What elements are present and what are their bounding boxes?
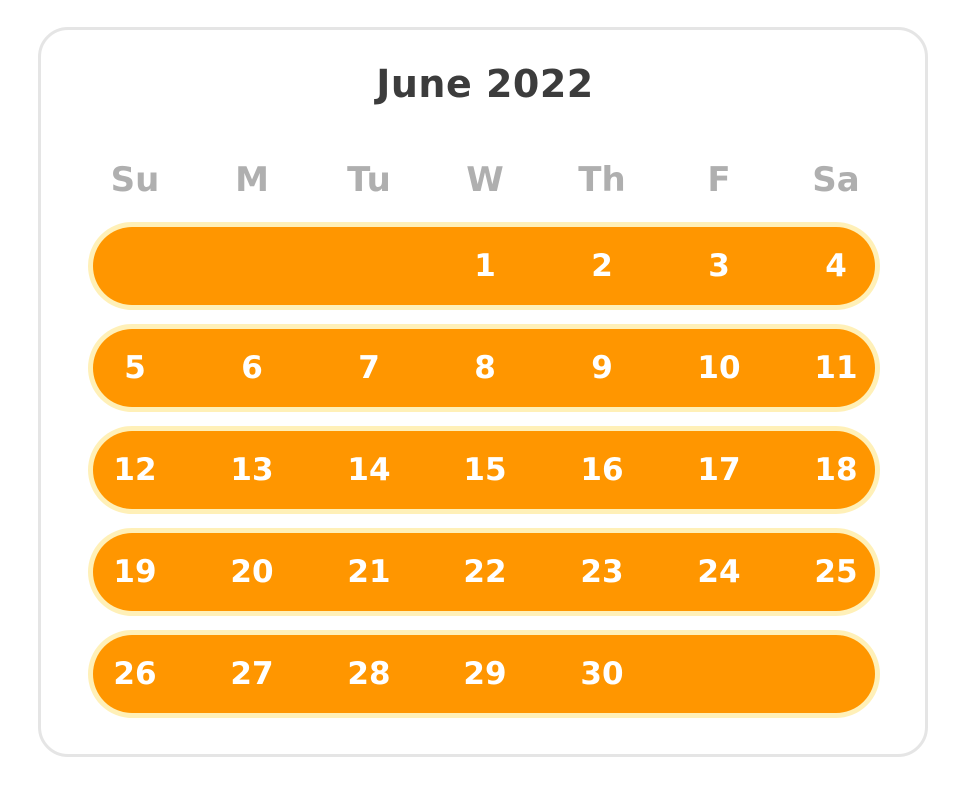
week-row-2: 5 6 7 8 9 10 11 bbox=[88, 324, 880, 412]
weekday-friday: F bbox=[707, 160, 731, 200]
calendar-day[interactable]: 26 bbox=[113, 656, 157, 692]
weekday-saturday: Sa bbox=[812, 160, 860, 200]
weekday-header: Su M Tu W Th F Sa bbox=[75, 150, 895, 210]
month-title: June 2022 bbox=[376, 62, 594, 106]
calendar-day[interactable]: 14 bbox=[347, 452, 391, 488]
week-row-1: 1 2 3 4 bbox=[88, 222, 880, 310]
calendar-day[interactable]: 6 bbox=[241, 350, 263, 386]
calendar-day[interactable]: 22 bbox=[463, 554, 507, 590]
calendar-day[interactable]: 18 bbox=[814, 452, 858, 488]
calendar-day[interactable]: 10 bbox=[697, 350, 741, 386]
calendar-day[interactable]: 4 bbox=[825, 248, 847, 284]
calendar-day[interactable]: 24 bbox=[697, 554, 741, 590]
weekday-monday: M bbox=[235, 160, 269, 200]
calendar-day[interactable]: 1 bbox=[474, 248, 496, 284]
weekday-thursday: Th bbox=[578, 160, 626, 200]
calendar-day[interactable]: 9 bbox=[591, 350, 613, 386]
week-row-4: 19 20 21 22 23 24 25 bbox=[88, 528, 880, 616]
calendar-day[interactable]: 2 bbox=[591, 248, 613, 284]
calendar-day[interactable]: 29 bbox=[463, 656, 507, 692]
calendar-day[interactable]: 15 bbox=[463, 452, 507, 488]
week-row-5: 26 27 28 29 30 bbox=[88, 630, 880, 718]
weekday-wednesday: W bbox=[466, 160, 504, 200]
calendar-day[interactable]: 19 bbox=[113, 554, 157, 590]
calendar-day[interactable]: 21 bbox=[347, 554, 391, 590]
weekday-sunday: Su bbox=[110, 160, 160, 200]
calendar-day[interactable]: 3 bbox=[708, 248, 730, 284]
calendar-day[interactable]: 23 bbox=[580, 554, 624, 590]
calendar-day[interactable]: 11 bbox=[814, 350, 858, 386]
calendar-day[interactable]: 27 bbox=[230, 656, 274, 692]
calendar-day[interactable]: 28 bbox=[347, 656, 391, 692]
calendar-day[interactable]: 20 bbox=[230, 554, 274, 590]
calendar-day[interactable]: 16 bbox=[580, 452, 624, 488]
calendar-day[interactable]: 30 bbox=[580, 656, 624, 692]
calendar-day[interactable]: 25 bbox=[814, 554, 858, 590]
calendar-day[interactable]: 17 bbox=[697, 452, 741, 488]
calendar-day[interactable]: 5 bbox=[124, 350, 146, 386]
weekday-tuesday: Tu bbox=[347, 160, 391, 200]
calendar-day[interactable]: 12 bbox=[113, 452, 157, 488]
week-row-3: 12 13 14 15 16 17 18 bbox=[88, 426, 880, 514]
calendar-day[interactable]: 8 bbox=[474, 350, 496, 386]
calendar-day[interactable]: 13 bbox=[230, 452, 274, 488]
calendar-day[interactable]: 7 bbox=[358, 350, 380, 386]
